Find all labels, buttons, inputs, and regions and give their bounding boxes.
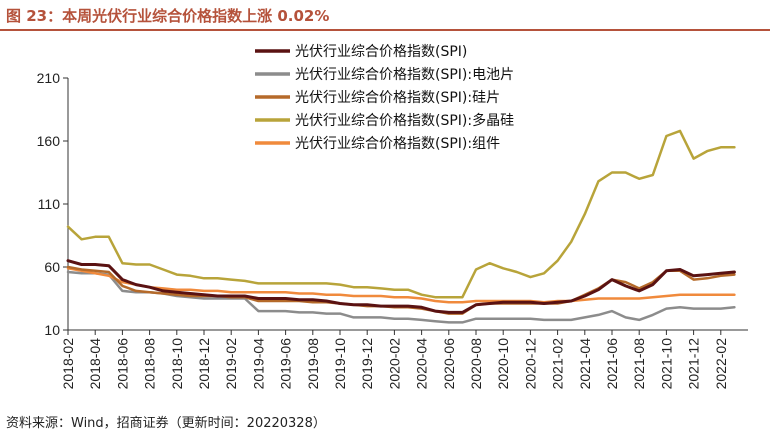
y-tick-label: 110: [38, 196, 61, 212]
legend-label-2: 光伏行业综合价格指数(SPI):硅片: [295, 90, 500, 106]
x-tick-label: 2022-02: [713, 338, 729, 390]
x-tick-label: 2019-02: [223, 338, 239, 390]
x-tick-label: 2021-10: [658, 338, 674, 390]
series-line-1: [66, 270, 736, 324]
y-tick-label: 10: [44, 322, 60, 338]
x-tick-label: 2021-02: [550, 338, 566, 390]
legend-label-0: 光伏行业综合价格指数(SPI): [295, 44, 467, 60]
x-tick-label: 2019-12: [359, 338, 375, 390]
x-tick-label: 2018-08: [142, 338, 158, 390]
series-line-3: [66, 129, 736, 299]
line-chart: 10 60 110 160 210 2018-02 2018-04 2018-06 2018-0…: [37, 44, 748, 389]
x-tick-label: 2020-12: [522, 338, 538, 390]
x-tick-label: 2021-06: [604, 338, 620, 390]
legend-label-4: 光伏行业综合价格指数(SPI):组件: [295, 136, 500, 152]
y-tick-label: 60: [44, 259, 60, 275]
x-tick-label: 2019-04: [250, 338, 266, 390]
title-underline: [0, 29, 770, 31]
x-tick-label: 2018-04: [87, 338, 103, 390]
x-tick-label: 2021-04: [577, 338, 593, 390]
x-tick-label: 2021-08: [631, 338, 647, 390]
x-tick-label: 2020-08: [468, 338, 484, 390]
x-tick-label: 2018-12: [196, 338, 212, 390]
x-tick-label: 2020-02: [386, 338, 402, 390]
x-tick-label: 2019-06: [278, 338, 294, 390]
chart-title: 图 23：本周光伏行业综合价格指数上涨 0.02%: [6, 7, 330, 25]
series-layer: [66, 129, 736, 324]
source-note: 资料来源：Wind，招商证券（更新时间：20220328）: [6, 416, 326, 431]
x-tick-label: 2018-02: [60, 338, 76, 390]
legend: 光伏行业综合价格指数(SPI) 光伏行业综合价格指数(SPI):电池片光伏行业综合…: [255, 44, 514, 152]
x-tick-label: 2018-10: [169, 338, 185, 390]
x-tick-label: 2021-12: [686, 338, 702, 390]
y-tick-label: 160: [37, 133, 61, 149]
x-tick-label: 2020-06: [441, 338, 457, 390]
legend-label-1: 光伏行业综合价格指数(SPI):电池片: [295, 67, 514, 83]
series-line-4: [66, 267, 736, 304]
x-tick-label: 2020-10: [495, 338, 511, 390]
x-tick-label: 2019-10: [332, 338, 348, 390]
x-tick-label: 2019-08: [305, 338, 321, 390]
x-tick-label: 2018-06: [114, 338, 130, 390]
series-line-0: [66, 259, 736, 314]
legend-label-3: 光伏行业综合价格指数(SPI):多晶硅: [295, 112, 514, 129]
y-tick-label: 210: [37, 70, 61, 86]
x-tick-label: 2020-04: [414, 338, 430, 390]
chart-axes: 10 60 110 160 210 2018-02 2018-04 2018-06 2018-0…: [37, 70, 748, 389]
